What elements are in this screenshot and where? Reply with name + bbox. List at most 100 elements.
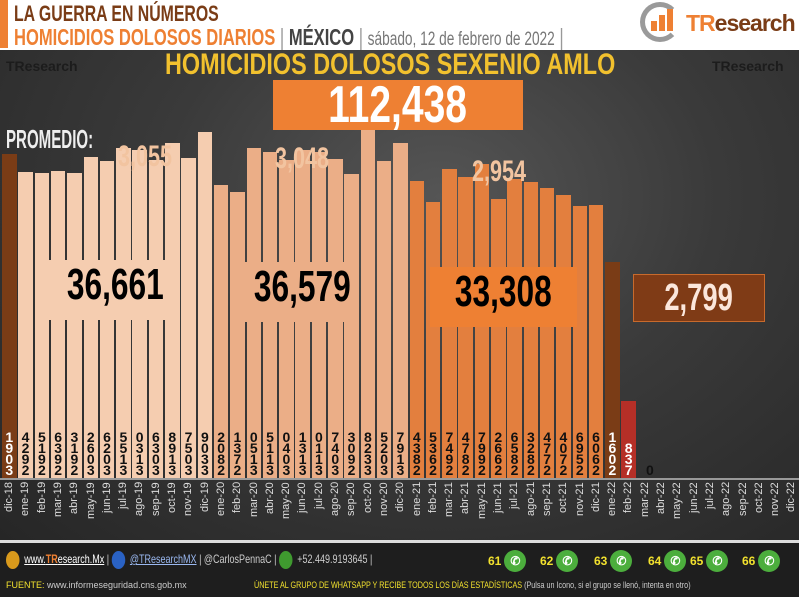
whatsapp-group-64[interactable]: 64 ✆	[648, 550, 689, 572]
separator: |	[199, 552, 202, 567]
bar-ene-21	[409, 181, 424, 478]
x-tick-ene-21: ene-21	[410, 482, 423, 517]
header: LA GUERRA EN NÚMEROS HOMICIDIOS DOLOSOS …	[0, 0, 799, 50]
whatsapp-icon[interactable]: ✆	[664, 550, 687, 572]
tresearch-logo[interactable]: TResearch	[640, 2, 799, 46]
total-2019: 36,661	[66, 260, 164, 309]
source-label: FUENTE:	[6, 580, 45, 590]
chart-area: TResearch TResearch HOMICIDIOS DOLOSOS S…	[0, 50, 799, 540]
x-tick-jul-20: jul-20	[312, 482, 325, 509]
watermark: TResearch	[712, 58, 784, 74]
separator: |	[358, 24, 364, 50]
x-tick-ago-20: ago-20	[329, 482, 341, 517]
bar-abr-19	[67, 173, 82, 478]
x-tick-jul-19: jul-19	[117, 482, 130, 509]
x-tick-abr-20: abr-20	[263, 482, 276, 514]
website-link[interactable]: www.TResearch.Mx	[24, 552, 105, 567]
x-tick-ago-22: ago-22	[720, 482, 733, 517]
whatsapp-group-61[interactable]: 61 ✆	[488, 550, 529, 572]
x-tick-jun-20: jun-20	[296, 482, 309, 513]
bar-feb-19	[34, 172, 50, 478]
x-tick-feb-22: feb-22	[622, 482, 635, 514]
contact-row: www.TResearch.Mx | @TResearchMX | @Carlo…	[6, 551, 372, 569]
bar-nov-19	[181, 157, 196, 478]
x-tick-jul-21: jul-21	[508, 482, 521, 509]
x-tick-feb-21: feb-21	[426, 482, 439, 514]
x-tick-oct-21: oct-21	[557, 482, 570, 513]
x-tick-sep-19: sep-19	[149, 482, 162, 516]
bar-ene-20	[213, 184, 229, 478]
separator: |	[106, 552, 110, 567]
x-tick-dic-22: dic-22	[785, 482, 798, 512]
x-tick-sep-22: sep-22	[736, 482, 749, 516]
total-box: 112,438	[273, 80, 523, 130]
whatsapp-icon[interactable]: ✆	[556, 550, 579, 572]
whatsapp-icon[interactable]: ✆	[504, 550, 527, 572]
whatsapp-group-65[interactable]: 65 ✆	[690, 550, 731, 572]
whatsapp-group-63[interactable]: 63 ✆	[594, 550, 635, 572]
x-tick-dic-18: dic-18	[3, 482, 15, 512]
x-tick-ene-22: ene-22	[606, 482, 619, 517]
x-tick-abr-22: abr-22	[655, 482, 667, 514]
x-tick-nov-22: nov-22	[769, 482, 782, 516]
whatsapp-group-number: 65	[690, 554, 704, 568]
subtitle: HOMICIDIOS DOLOSOS DIARIOS | MÉXICO | sá…	[14, 24, 564, 51]
globe-icon	[6, 551, 20, 569]
bar-oct-19	[165, 143, 180, 478]
twitter-link[interactable]: @TResearchMX	[129, 552, 197, 567]
x-tick-ene-19: ene-19	[19, 482, 32, 517]
whatsapp-group-number: 62	[540, 554, 554, 568]
promedio-label: PROMEDIO:	[6, 124, 94, 154]
bar-nov-20	[376, 161, 392, 478]
bar-dic-21	[588, 205, 604, 478]
x-tick-ene-20: ene-20	[214, 482, 227, 517]
region: MÉXICO	[288, 24, 355, 50]
bar-abr-21	[458, 177, 473, 478]
whatsapp-group-62[interactable]: 62 ✆	[540, 550, 581, 572]
whatsapp-icon[interactable]: ✆	[758, 550, 781, 572]
whatsapp-icon[interactable]: ✆	[610, 550, 633, 572]
whatsapp-group-number: 61	[488, 554, 502, 568]
x-tick-jun-19: jun-19	[100, 482, 113, 513]
source-url[interactable]: www.informeseguridad.cns.gob.mx	[47, 580, 187, 590]
whatsapp-icon[interactable]: ✆	[706, 550, 729, 572]
x-tick-nov-19: nov-19	[182, 482, 195, 516]
personal-handle[interactable]: @CarlosPennaC	[203, 552, 272, 567]
x-tick-mar-22: mar-22	[638, 482, 651, 517]
bar-dic-19	[197, 131, 213, 478]
bar-ago-21	[523, 182, 539, 478]
whatsapp-group-66[interactable]: 66 ✆	[742, 550, 783, 572]
average-2019: 3,055	[118, 140, 173, 173]
x-tick-jul-22: jul-22	[703, 482, 716, 509]
bar-mar-19	[50, 170, 66, 478]
x-tick-sep-21: sep-21	[540, 482, 553, 516]
phone-icon	[278, 551, 293, 569]
x-tick-jun-22: jun-22	[687, 482, 700, 513]
phone-number[interactable]: +52.449.9193645	[297, 552, 368, 567]
x-tick-may-21: may-21	[475, 482, 488, 519]
date: sábado, 12 de febrero de 2022	[367, 29, 555, 50]
total-value: 112,438	[328, 80, 468, 130]
